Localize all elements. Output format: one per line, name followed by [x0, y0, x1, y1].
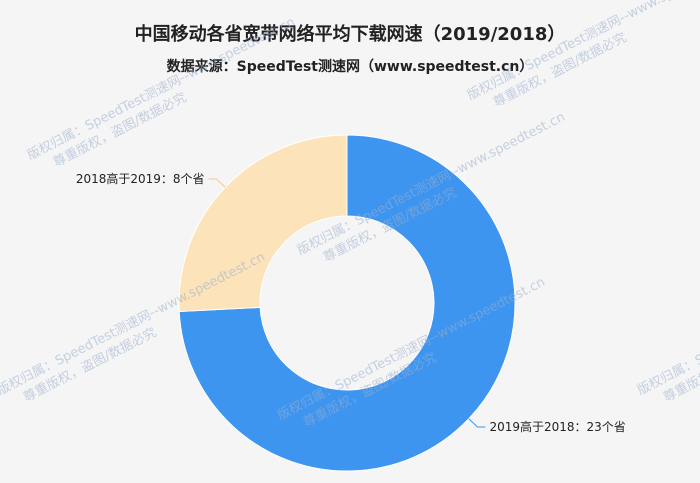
chart-title: 中国移动各省宽带网络平均下载网速（2019/2018）: [134, 24, 566, 45]
slice-label-1: 2018高于2019：8个省: [76, 171, 205, 186]
donut-slice-1: [178, 134, 348, 313]
svg-text:版权归属：SpeedTest测速网--www.speedte: 版权归属：SpeedTest测速网--www.speedtest.cn: [25, 14, 298, 164]
leader-line-0: [468, 418, 486, 428]
slice-label-0: 2019高于2018：23个省: [489, 419, 625, 434]
watermark-5: 版权归属：SpeedTest测速网--www.speedtest.cn尊重版权，…: [635, 249, 700, 406]
svg-text:版权归属：SpeedTest测速网--www.speedte: 版权归属：SpeedTest测速网--www.speedtest.cn: [635, 249, 700, 399]
watermark-1: 版权归属：SpeedTest测速网--www.speedtest.cn尊重版权，…: [465, 0, 700, 111]
chart-subtitle: 数据来源：SpeedTest测速网（www.speedtest.cn）: [166, 59, 534, 75]
watermark-0: 版权归属：SpeedTest测速网--www.speedtest.cn尊重版权，…: [25, 14, 298, 171]
donut-slice-0: [178, 134, 516, 472]
leader-line-1: [208, 178, 226, 188]
